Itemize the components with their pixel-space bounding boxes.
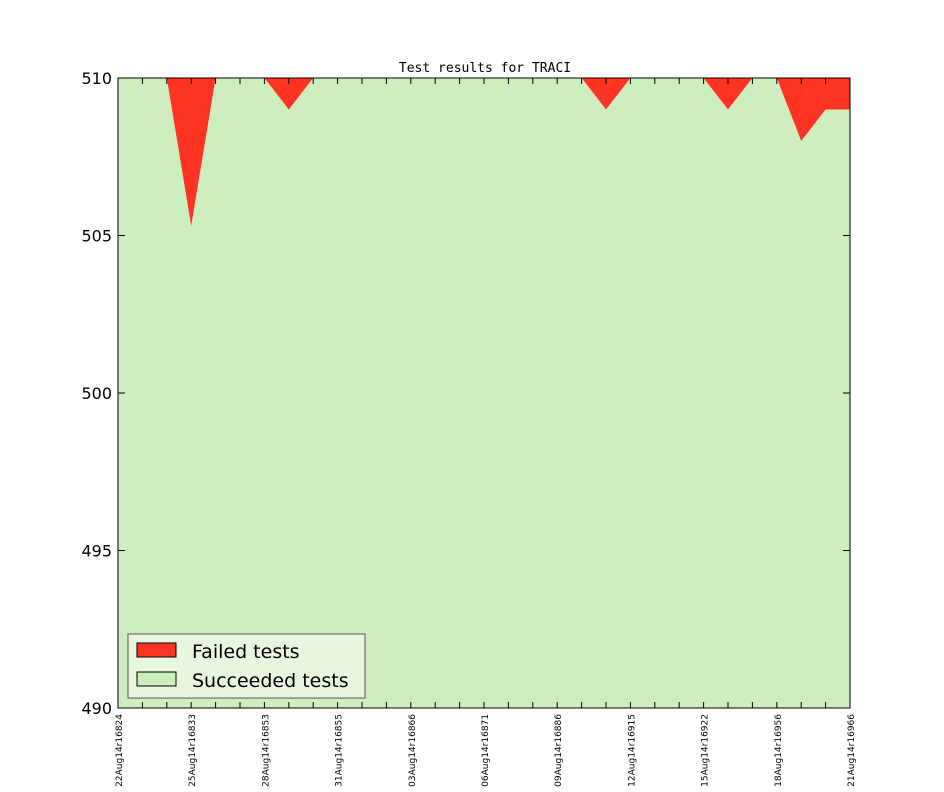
- x-tick-label: 21Aug14r16966: [847, 714, 857, 787]
- x-tick-label: 22Aug14r16824: [115, 714, 125, 787]
- area-failed-tests: [118, 78, 850, 227]
- y-tick-label: 505: [81, 227, 112, 246]
- x-tick-label: 15Aug14r16922: [701, 714, 711, 787]
- legend-swatch-succeeded: [136, 671, 177, 687]
- legend-label-failed: Failed tests: [192, 641, 300, 663]
- x-tick-label: 28Aug14r16853: [261, 714, 271, 787]
- x-tick-label: 03Aug14r16866: [408, 714, 418, 787]
- legend: Failed tests Succeeded tests: [127, 633, 366, 699]
- x-tick-label: 06Aug14r16871: [481, 714, 491, 787]
- y-tick-label: 490: [81, 699, 112, 718]
- y-tick-label: 495: [81, 542, 112, 561]
- x-tick-label: 18Aug14r16956: [774, 714, 784, 787]
- x-tick-label: 12Aug14r16915: [627, 714, 637, 787]
- legend-label-succeeded: Succeeded tests: [192, 670, 349, 692]
- x-tick-label: 25Aug14r16833: [188, 714, 198, 787]
- legend-swatch-failed: [136, 642, 177, 658]
- chart-title: Test results for TRACI: [399, 61, 571, 76]
- x-tick-label: 09Aug14r16886: [554, 714, 564, 787]
- area-succeeded-tests: [118, 78, 850, 708]
- axes: 490 495 500 505 510 22Aug14r16824 25Aug14r1683…: [81, 69, 857, 787]
- y-tick-label: 510: [81, 69, 112, 88]
- y-tick-label: 500: [81, 384, 112, 403]
- x-tick-label: 31Aug14r16855: [335, 714, 345, 787]
- plot-area: [118, 78, 850, 708]
